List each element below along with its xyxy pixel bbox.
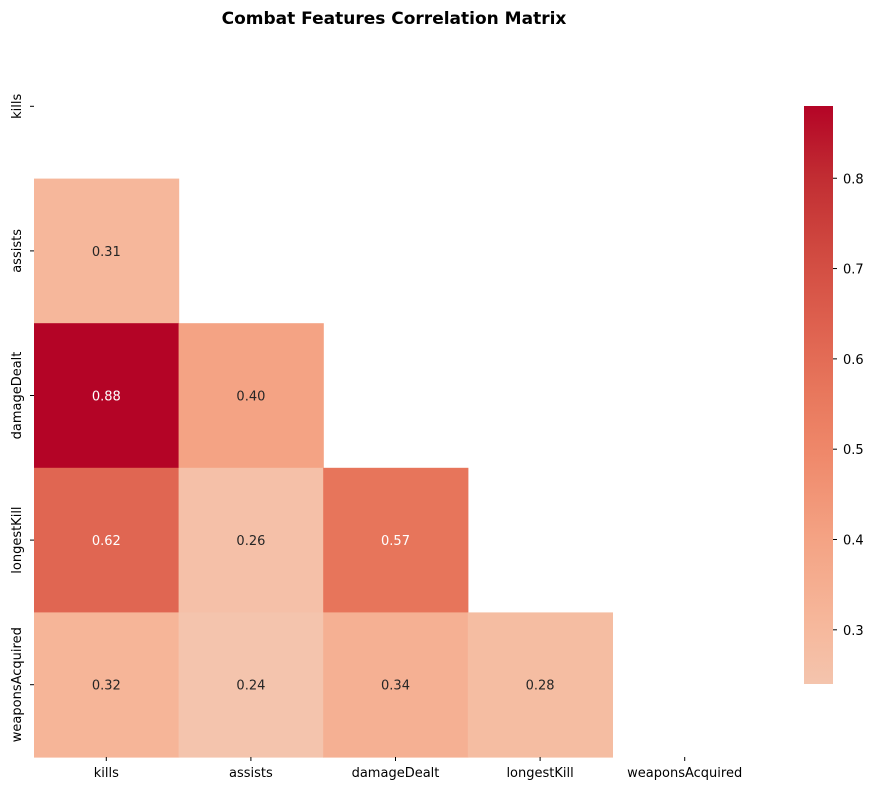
x-tick-label-kills: kills xyxy=(94,766,119,781)
cell-value-label: 0.31 xyxy=(92,245,121,260)
cell-value-label: 0.88 xyxy=(92,390,121,405)
x-tick-label-assists: assists xyxy=(229,766,273,781)
heatmap-grid: 0.31 0.88 0.40 0.62 0.26 0.57 0.32 0.24 0.34 0.28 xyxy=(34,178,613,758)
heatmap-cell-longestKill-kills xyxy=(34,467,180,613)
colorbar-tick-label: 0.7 xyxy=(843,263,864,278)
heatmap-cell-damageDealt-kills xyxy=(34,323,180,469)
colorbar-tick-label: 0.8 xyxy=(843,172,864,187)
heatmap-cell-weaponsAcquired-assists xyxy=(178,612,324,758)
cell-value-label: 0.24 xyxy=(236,679,265,694)
colorbar-tick-label: 0.3 xyxy=(843,624,864,639)
chart-title: Combat Features Correlation Matrix xyxy=(222,9,567,29)
y-axis: kills assists damageDealt longestKill weapon… xyxy=(10,94,34,742)
heatmap-cell-assists-kills xyxy=(34,178,180,324)
heatmap-cell-longestKill-assists xyxy=(178,467,324,613)
heatmap-cell-weaponsAcquired-damageDealt xyxy=(323,612,469,758)
x-axis: kills assists damageDealt longestKill weapon… xyxy=(94,757,742,781)
y-tick-label-weaponsAcquired: weaponsAcquired xyxy=(10,627,25,742)
y-tick-label-damageDealt: damageDealt xyxy=(10,352,25,440)
colorbar-tick-label: 0.4 xyxy=(843,534,864,549)
colorbar: 0.3 0.4 0.5 0.6 0.7 0.8 xyxy=(804,106,864,684)
cell-value-label: 0.40 xyxy=(236,390,265,405)
y-tick-label-kills: kills xyxy=(10,94,25,119)
cell-value-label: 0.26 xyxy=(236,534,265,549)
colorbar-scale xyxy=(804,106,833,684)
heatmap-cell-weaponsAcquired-kills xyxy=(34,612,180,758)
heatmap-cell-longestKill-damageDealt xyxy=(323,467,469,613)
y-tick-label-longestKill: longestKill xyxy=(10,506,25,573)
heatmap-cell-damageDealt-assists xyxy=(178,323,324,469)
cell-value-label: 0.34 xyxy=(381,679,410,694)
cell-value-label: 0.28 xyxy=(526,679,555,694)
x-tick-label-damageDealt: damageDealt xyxy=(352,766,440,781)
x-tick-label-weaponsAcquired: weaponsAcquired xyxy=(627,766,742,781)
colorbar-tick-label: 0.6 xyxy=(843,353,864,368)
heatmap-cell-weaponsAcquired-longestKill xyxy=(467,612,613,758)
x-tick-label-longestKill: longestKill xyxy=(506,766,573,781)
colorbar-tick-label: 0.5 xyxy=(843,443,864,458)
cell-value-label: 0.57 xyxy=(381,534,410,549)
cell-value-label: 0.32 xyxy=(92,679,121,694)
y-tick-label-assists: assists xyxy=(10,229,25,273)
cell-value-label: 0.62 xyxy=(92,534,121,549)
